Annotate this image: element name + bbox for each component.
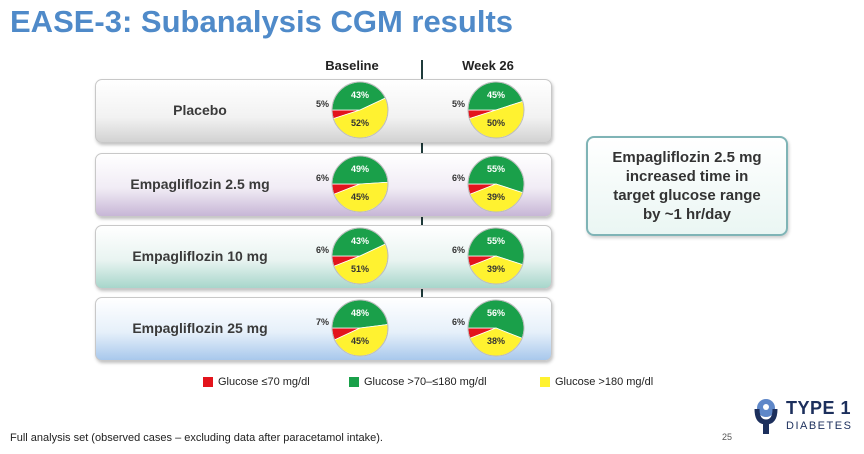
callout-line: by ~1 hr/day — [643, 206, 731, 223]
data-label-target: 43% — [350, 236, 369, 246]
data-label-low: 5% — [316, 99, 330, 109]
legend-label: Glucose >70–≤180 mg/dl — [364, 376, 487, 388]
data-label-low: 6% — [452, 317, 466, 327]
legend-label: Glucose >180 mg/dl — [555, 376, 654, 388]
row-label: Placebo — [173, 102, 227, 118]
pie-chart — [467, 227, 525, 285]
data-label-low: 5% — [452, 99, 466, 109]
data-label-high: 45% — [350, 336, 369, 346]
pie-chart — [331, 81, 389, 139]
row-label: Empagliflozin 10 mg — [132, 248, 268, 264]
legend-item-target: Glucose >70–≤180 mg/dl — [349, 373, 487, 391]
data-label-high: 38% — [486, 336, 505, 346]
callout-line: Empagliflozin 2.5 mg — [612, 149, 762, 166]
data-label-low: 6% — [316, 245, 330, 255]
legend-item-high: Glucose >180 mg/dl — [540, 373, 653, 391]
legend-label: Glucose ≤70 mg/dl — [218, 376, 310, 388]
pie-chart — [467, 81, 525, 139]
logo-text-bottom: DIABETES — [786, 420, 853, 432]
data-label-low: 6% — [452, 245, 466, 255]
pie-outline — [467, 81, 525, 139]
data-label-target: 48% — [350, 308, 369, 318]
data-label-target: 55% — [486, 236, 505, 246]
pie-outline — [331, 155, 389, 213]
callout-box: Empagliflozin 2.5 mg increased time in t… — [586, 136, 788, 236]
pie-chart — [467, 299, 525, 357]
data-label-high: 51% — [350, 264, 369, 274]
data-label-low: 7% — [316, 317, 330, 327]
data-label-high: 45% — [350, 192, 369, 202]
pie-outline — [331, 227, 389, 285]
callout-line: increased time in — [625, 168, 749, 185]
data-label-target: 49% — [350, 164, 369, 174]
data-label-low: 6% — [316, 173, 330, 183]
page-number: 25 — [722, 432, 733, 442]
row-label: Empagliflozin 25 mg — [132, 320, 268, 336]
data-label-high: 50% — [486, 118, 505, 128]
pie-chart — [467, 155, 525, 213]
data-label-high: 39% — [486, 192, 505, 202]
row-label: Empagliflozin 2.5 mg — [130, 176, 270, 192]
column-header-week26: Week 26 — [462, 58, 514, 73]
pie-chart — [331, 227, 389, 285]
pie-outline — [467, 155, 525, 213]
legend-swatch-yellow — [540, 377, 550, 387]
legend-swatch-red — [203, 377, 213, 387]
page-title: EASE-3: Subanalysis CGM results — [10, 4, 514, 39]
logo-text-top: TYPE 1 — [786, 398, 852, 418]
type1-diabetes-logo: TYPE 1 DIABETES — [752, 396, 860, 440]
data-label-high: 52% — [350, 118, 369, 128]
pie-outline — [331, 299, 389, 357]
data-label-target: 45% — [486, 90, 505, 100]
pie-outline — [331, 81, 389, 139]
data-label-low: 6% — [452, 173, 466, 183]
pie-outline — [467, 227, 525, 285]
data-label-target: 56% — [486, 308, 505, 318]
callout-line: target glucose range — [613, 187, 761, 204]
legend-swatch-green — [349, 377, 359, 387]
pie-outline — [467, 299, 525, 357]
legend-item-low: Glucose ≤70 mg/dl — [203, 373, 310, 391]
pie-chart — [331, 155, 389, 213]
footnote: Full analysis set (observed cases – excl… — [10, 432, 383, 444]
data-label-target: 55% — [486, 164, 505, 174]
pie-chart — [331, 299, 389, 357]
data-label-high: 39% — [486, 264, 505, 274]
column-header-baseline: Baseline — [325, 58, 379, 73]
row-panel — [95, 79, 552, 143]
data-label-target: 43% — [350, 90, 369, 100]
logo-icon — [754, 399, 778, 434]
